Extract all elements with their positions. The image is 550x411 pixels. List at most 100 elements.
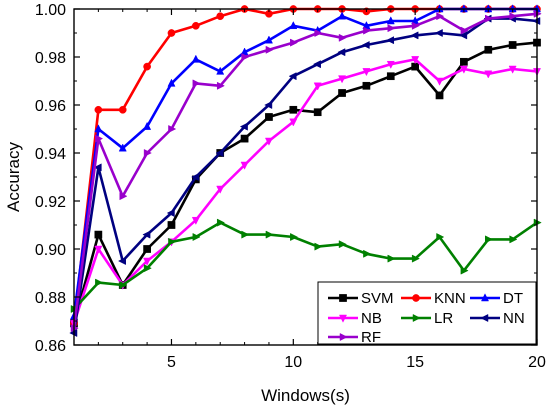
legend-label: DT	[503, 290, 523, 307]
legend-item-svm: SVM	[328, 290, 394, 307]
data-point-lr	[265, 230, 274, 239]
data-point-svm	[386, 72, 395, 81]
legend-swatch-marker	[339, 332, 348, 342]
data-point-nn	[386, 36, 395, 45]
data-point-dt	[94, 124, 103, 133]
data-point-lr	[290, 232, 299, 242]
data-point-nb	[313, 82, 322, 91]
x-axis-title: Windows(s)	[261, 386, 350, 405]
legend-label: NN	[503, 310, 525, 327]
data-point-svm	[338, 89, 346, 97]
y-axis-title: Accuracy	[4, 142, 23, 212]
data-point-dt	[167, 78, 176, 87]
data-point-nn	[434, 28, 443, 38]
data-point-rf	[168, 124, 177, 134]
legend-label: NB	[361, 310, 382, 327]
data-point-nb	[508, 65, 517, 74]
data-point-dt	[143, 121, 152, 130]
legend-item-lr: LR	[401, 310, 453, 327]
data-point-rf	[436, 12, 445, 21]
legend-item-rf: RF	[328, 329, 381, 346]
data-point-rf	[509, 12, 518, 21]
data-point-svm	[435, 91, 444, 100]
y-tick-label: 0.88	[35, 290, 66, 307]
legend-item-nb: NB	[328, 310, 382, 327]
data-point-rf	[216, 81, 225, 90]
data-point-nn	[239, 122, 248, 131]
data-point-nb	[240, 161, 249, 170]
data-point-rf	[460, 26, 469, 35]
data-point-nb	[338, 75, 347, 84]
data-point-svm	[508, 41, 517, 49]
x-tick-label: 15	[406, 354, 424, 371]
series-line-rf	[72, 12, 538, 329]
legend-label: RF	[361, 329, 381, 346]
data-point-rf	[314, 28, 323, 38]
data-point-nn	[410, 31, 419, 40]
data-point-knn	[191, 21, 200, 30]
data-point-dt	[289, 21, 298, 30]
data-point-nb	[386, 60, 395, 69]
legend-item-knn: KNN	[401, 290, 466, 307]
data-point-svm	[289, 105, 298, 114]
legend-swatch-marker	[412, 313, 421, 323]
data-point-svm	[362, 81, 371, 90]
data-point-lr	[363, 249, 372, 258]
x-tick-label: 20	[528, 354, 546, 371]
data-point-lr	[192, 232, 201, 242]
legend-item-nn: NN	[470, 310, 525, 327]
data-point-lr	[411, 254, 420, 263]
data-point-svm	[313, 108, 322, 117]
legend-swatch-marker	[480, 293, 490, 302]
y-tick-label: 0.90	[35, 242, 66, 259]
data-point-nb	[216, 185, 225, 194]
y-tick-label: 0.92	[35, 194, 66, 211]
data-point-lr	[485, 235, 494, 244]
data-point-dt	[338, 11, 347, 20]
legend-swatch-marker	[480, 313, 489, 323]
series-line-svm	[72, 41, 538, 324]
data-point-lr	[314, 242, 323, 251]
y-tick-label: 0.98	[35, 50, 66, 67]
data-point-rf	[363, 26, 372, 35]
data-point-nn	[312, 60, 321, 69]
data-point-knn	[143, 62, 151, 71]
data-point-dt	[264, 35, 273, 44]
data-point-nb	[289, 118, 298, 127]
data-point-lr	[241, 230, 250, 239]
y-tick-label: 0.86	[35, 338, 66, 355]
data-point-nn	[191, 172, 200, 182]
data-point-lr	[387, 254, 396, 263]
data-point-nn	[142, 230, 151, 239]
data-point-nn	[459, 31, 468, 40]
series-lr	[70, 218, 542, 314]
data-point-lr	[338, 240, 347, 249]
data-point-rf	[387, 24, 396, 33]
data-point-rf	[485, 14, 494, 23]
data-point-lr	[95, 278, 104, 287]
legend-swatch-marker	[412, 294, 420, 302]
data-point-svm	[143, 245, 151, 253]
legend-swatch-marker	[339, 294, 347, 302]
data-point-nb	[484, 70, 493, 79]
data-point-rf	[143, 148, 152, 158]
data-point-svm	[94, 230, 103, 239]
data-point-knn	[118, 105, 127, 114]
series-rf	[70, 9, 542, 333]
data-point-rf	[338, 33, 347, 42]
data-point-nb	[94, 245, 103, 254]
data-point-lr	[168, 237, 177, 246]
data-point-nn	[337, 48, 346, 57]
data-point-svm	[460, 57, 468, 66]
data-point-dt	[386, 16, 395, 25]
data-point-nn	[215, 148, 224, 158]
data-point-svm	[265, 113, 273, 121]
legend-label: KNN	[434, 290, 466, 307]
data-point-nb	[459, 65, 468, 74]
data-point-lr	[143, 264, 152, 273]
data-point-nb	[191, 216, 200, 225]
x-tick-label: 5	[167, 354, 176, 371]
data-point-dt	[216, 66, 225, 75]
data-point-nb	[435, 77, 444, 86]
